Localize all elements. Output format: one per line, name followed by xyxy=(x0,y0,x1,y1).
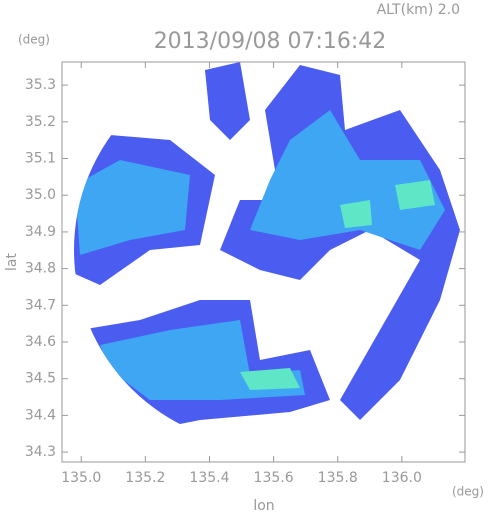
y-tick-label: 34.9 xyxy=(25,224,56,240)
x-tick-label: 135.4 xyxy=(189,470,229,486)
y-tick-label: 34.3 xyxy=(25,444,56,460)
x-tick-label: 136.0 xyxy=(382,470,422,486)
subtitle: ALT(km) 2.0 xyxy=(377,2,460,18)
x-tick-label: 135.6 xyxy=(254,470,294,486)
x-tick-label: 135.2 xyxy=(125,470,165,486)
y-tick-label: 35.1 xyxy=(25,151,56,167)
y-tick-label: 34.4 xyxy=(25,407,56,423)
x-tick-label: 135.8 xyxy=(318,470,358,486)
plot-frame xyxy=(61,61,466,463)
y-axis-label: lat xyxy=(4,253,20,271)
y-unit: (deg) xyxy=(18,33,50,47)
y-tick-label: 35.2 xyxy=(25,114,56,130)
chart-title: 2013/09/08 07:16:42 xyxy=(154,29,387,54)
y-tick-label: 34.7 xyxy=(25,297,56,313)
x-axis-label: lon xyxy=(253,498,274,514)
y-tick-label: 34.5 xyxy=(25,371,56,387)
y-tick-label: 35.0 xyxy=(25,187,56,203)
y-tick-label: 34.8 xyxy=(25,261,56,277)
y-tick-label: 35.3 xyxy=(25,77,56,93)
radar-echo xyxy=(74,62,460,430)
x-tick-label: 135.0 xyxy=(61,470,101,486)
x-unit: (deg) xyxy=(452,485,484,499)
y-tick-label: 34.6 xyxy=(25,334,56,350)
